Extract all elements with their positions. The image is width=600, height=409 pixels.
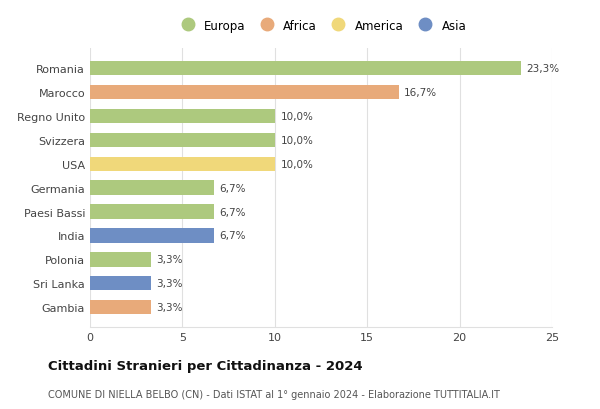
Text: 10,0%: 10,0% [280,112,313,121]
Text: 3,3%: 3,3% [157,279,183,288]
Text: 10,0%: 10,0% [280,159,313,169]
Text: 6,7%: 6,7% [220,183,246,193]
Text: 6,7%: 6,7% [220,231,246,241]
Text: 10,0%: 10,0% [280,135,313,146]
Bar [90,205,214,219]
Legend: Europa, Africa, America, Asia: Europa, Africa, America, Asia [172,16,470,36]
Text: 3,3%: 3,3% [157,255,183,265]
Bar [90,252,151,267]
Bar [90,110,275,124]
Bar [90,157,275,171]
Bar [90,85,398,100]
Text: Cittadini Stranieri per Cittadinanza - 2024: Cittadini Stranieri per Cittadinanza - 2… [48,359,362,372]
Bar [90,181,214,195]
Text: 6,7%: 6,7% [220,207,246,217]
Text: 23,3%: 23,3% [526,64,559,74]
Text: COMUNE DI NIELLA BELBO (CN) - Dati ISTAT al 1° gennaio 2024 - Elaborazione TUTTI: COMUNE DI NIELLA BELBO (CN) - Dati ISTAT… [48,389,500,399]
Bar [90,300,151,315]
Bar [90,229,214,243]
Bar [90,62,521,76]
Bar [90,276,151,291]
Bar [90,133,275,148]
Text: 16,7%: 16,7% [404,88,437,98]
Text: 3,3%: 3,3% [157,302,183,312]
